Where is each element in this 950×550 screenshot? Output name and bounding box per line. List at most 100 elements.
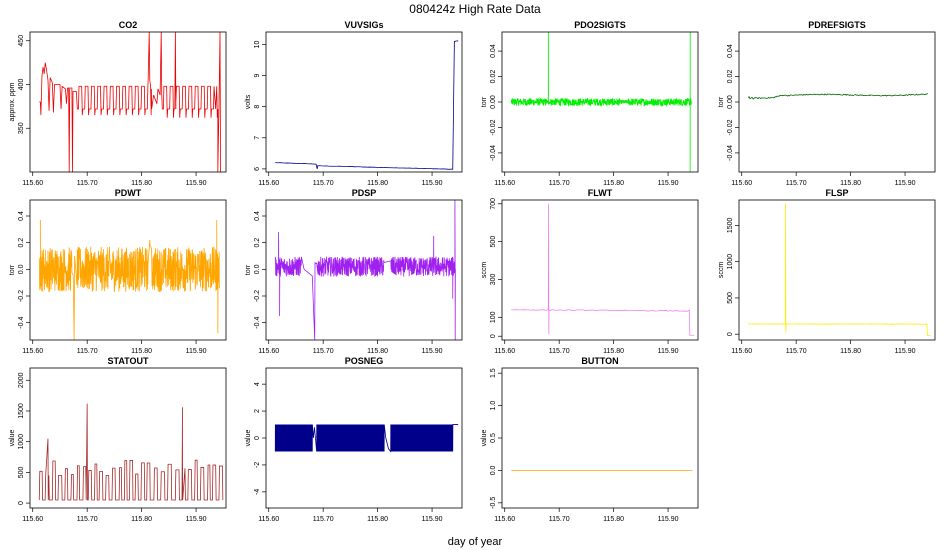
panel-title: CO2 xyxy=(119,20,138,30)
panel-statout: STATOUT 115.60 115.70 115.80 115.90 0 500 1000 1… xyxy=(9,356,227,523)
y-tick-label: 0.0 xyxy=(18,264,25,274)
x-tick-label: 115.80 xyxy=(367,180,388,187)
x-tick-label: 115.90 xyxy=(422,516,443,523)
figure-xlabel: day of year xyxy=(448,536,503,548)
x-tick-label: 115.60 xyxy=(22,516,43,523)
y-tick-label: 500 xyxy=(490,236,497,248)
plot-frame xyxy=(265,199,463,341)
x-tick-label: 115.80 xyxy=(367,348,388,355)
x-tick-label: 115.80 xyxy=(840,180,861,187)
y-tick-label: 0 xyxy=(490,334,497,338)
y-tick-label: 10 xyxy=(254,40,261,48)
y-tick-label: 0.02 xyxy=(490,70,497,84)
panel-pdwt: PDWT 115.60 115.70 115.80 115.90 -0.4 -0.2 0.0 0… xyxy=(9,188,227,355)
panel-pdo2sigts: PDO2SIGTS 115.60 115.70 115.80 115.90 -0.04 -0… xyxy=(481,20,699,187)
series-line xyxy=(747,93,928,100)
y-tick-label: 6 xyxy=(254,167,261,171)
panel-title: FLWT xyxy=(588,188,613,198)
y-tick-label: 2 xyxy=(254,409,261,413)
series-line xyxy=(38,219,220,340)
x-tick-label: 115.60 xyxy=(258,348,279,355)
x-tick-label: 115.90 xyxy=(186,348,207,355)
y-tick-label: 0 xyxy=(254,436,261,440)
x-tick-label: 115.70 xyxy=(313,348,334,355)
y-axis-label: torr xyxy=(9,264,16,275)
x-tick-label: 115.70 xyxy=(549,516,570,523)
x-tick-label: 115.90 xyxy=(895,180,916,187)
figure-title: 080424z High Rate Data xyxy=(409,2,541,16)
y-tick-label: 100 xyxy=(490,311,497,323)
x-tick-label: 115.70 xyxy=(786,348,807,355)
x-tick-label: 115.60 xyxy=(731,348,752,355)
x-tick-label: 115.80 xyxy=(131,180,152,187)
y-tick-label: 0.0 xyxy=(490,465,497,475)
y-tick-label: -0.2 xyxy=(18,290,25,302)
panel-pdrefsigts: PDREFSIGTS 115.60 115.70 115.80 115.90 -0.04 -… xyxy=(718,20,936,187)
y-tick-label: -0.5 xyxy=(490,497,497,509)
x-tick-label: 115.60 xyxy=(494,516,515,523)
panel-co2: CO2 115.60 115.70 115.80 115.90 350 400 450 appr… xyxy=(9,20,227,187)
x-tick-label: 115.80 xyxy=(131,516,152,523)
y-tick-label: 0.5 xyxy=(490,433,497,443)
series-line xyxy=(274,200,456,340)
y-tick-label: 1.5 xyxy=(490,368,497,378)
y-tick-label: 0.04 xyxy=(490,44,497,58)
plot-frame xyxy=(29,199,227,341)
y-tick-label: 1500 xyxy=(18,403,25,419)
y-tick-label: 500 xyxy=(727,292,734,304)
y-tick-label: 1000 xyxy=(727,254,734,270)
panel-title: PDO2SIGTS xyxy=(574,20,626,30)
x-tick-label: 115.90 xyxy=(658,180,679,187)
x-tick-label: 115.70 xyxy=(313,516,334,523)
x-tick-label: 115.60 xyxy=(22,348,43,355)
x-tick-label: 115.90 xyxy=(895,348,916,355)
x-tick-label: 115.70 xyxy=(77,180,98,187)
plot-frame xyxy=(501,199,699,341)
y-tick-label: -4 xyxy=(254,489,261,495)
panel-posneg: POSNEG 115.60 115.70 115.80 115.90 -4 -2 0 2 4 val… xyxy=(245,356,463,523)
plot-frame xyxy=(265,31,463,173)
y-tick-label: 0.00 xyxy=(490,95,497,109)
x-tick-label: 115.70 xyxy=(786,180,807,187)
x-tick-label: 115.70 xyxy=(313,180,334,187)
y-tick-label: 1.0 xyxy=(490,401,497,411)
y-axis-label: value xyxy=(9,430,16,447)
y-tick-label: 350 xyxy=(18,122,25,134)
series-line xyxy=(274,424,459,453)
y-tick-label: 8 xyxy=(254,105,261,109)
x-tick-label: 115.90 xyxy=(658,348,679,355)
series-line xyxy=(510,32,692,108)
y-tick-label: 450 xyxy=(18,35,25,47)
plot-frame xyxy=(738,31,936,173)
series-line xyxy=(511,203,695,336)
x-tick-label: 115.80 xyxy=(603,516,624,523)
y-tick-label: 2000 xyxy=(18,372,25,388)
plot-frame xyxy=(501,367,699,509)
x-tick-label: 115.60 xyxy=(258,516,279,523)
y-tick-label: 300 xyxy=(490,274,497,286)
y-tick-label: 700 xyxy=(490,198,497,210)
y-axis-label: value xyxy=(481,430,488,447)
y-tick-label: 0.4 xyxy=(18,211,25,221)
y-tick-label: 4 xyxy=(254,382,261,386)
y-tick-label: 0.04 xyxy=(727,44,734,58)
panel-title: PDSP xyxy=(352,188,377,198)
y-axis-label: torr xyxy=(245,264,252,275)
plot-frame xyxy=(738,199,936,341)
x-tick-label: 115.70 xyxy=(549,348,570,355)
panel-title: BUTTON xyxy=(581,356,618,366)
y-tick-label: 9 xyxy=(254,74,261,78)
y-tick-label: 400 xyxy=(18,79,25,91)
y-tick-label: 0.4 xyxy=(254,211,261,221)
y-tick-label: -0.04 xyxy=(727,145,734,161)
panel-vuvsigs: VUVSIGs 115.60 115.70 115.80 115.90 6 7 8 9 10 vol… xyxy=(245,20,463,187)
x-tick-label: 115.60 xyxy=(22,180,43,187)
panel-title: PDWT xyxy=(115,188,142,198)
x-tick-label: 115.60 xyxy=(494,348,515,355)
x-tick-label: 115.60 xyxy=(731,180,752,187)
x-tick-label: 115.90 xyxy=(186,516,207,523)
panel-title: FLSP xyxy=(825,188,848,198)
series-line xyxy=(39,32,221,172)
plot-frame xyxy=(29,31,227,173)
